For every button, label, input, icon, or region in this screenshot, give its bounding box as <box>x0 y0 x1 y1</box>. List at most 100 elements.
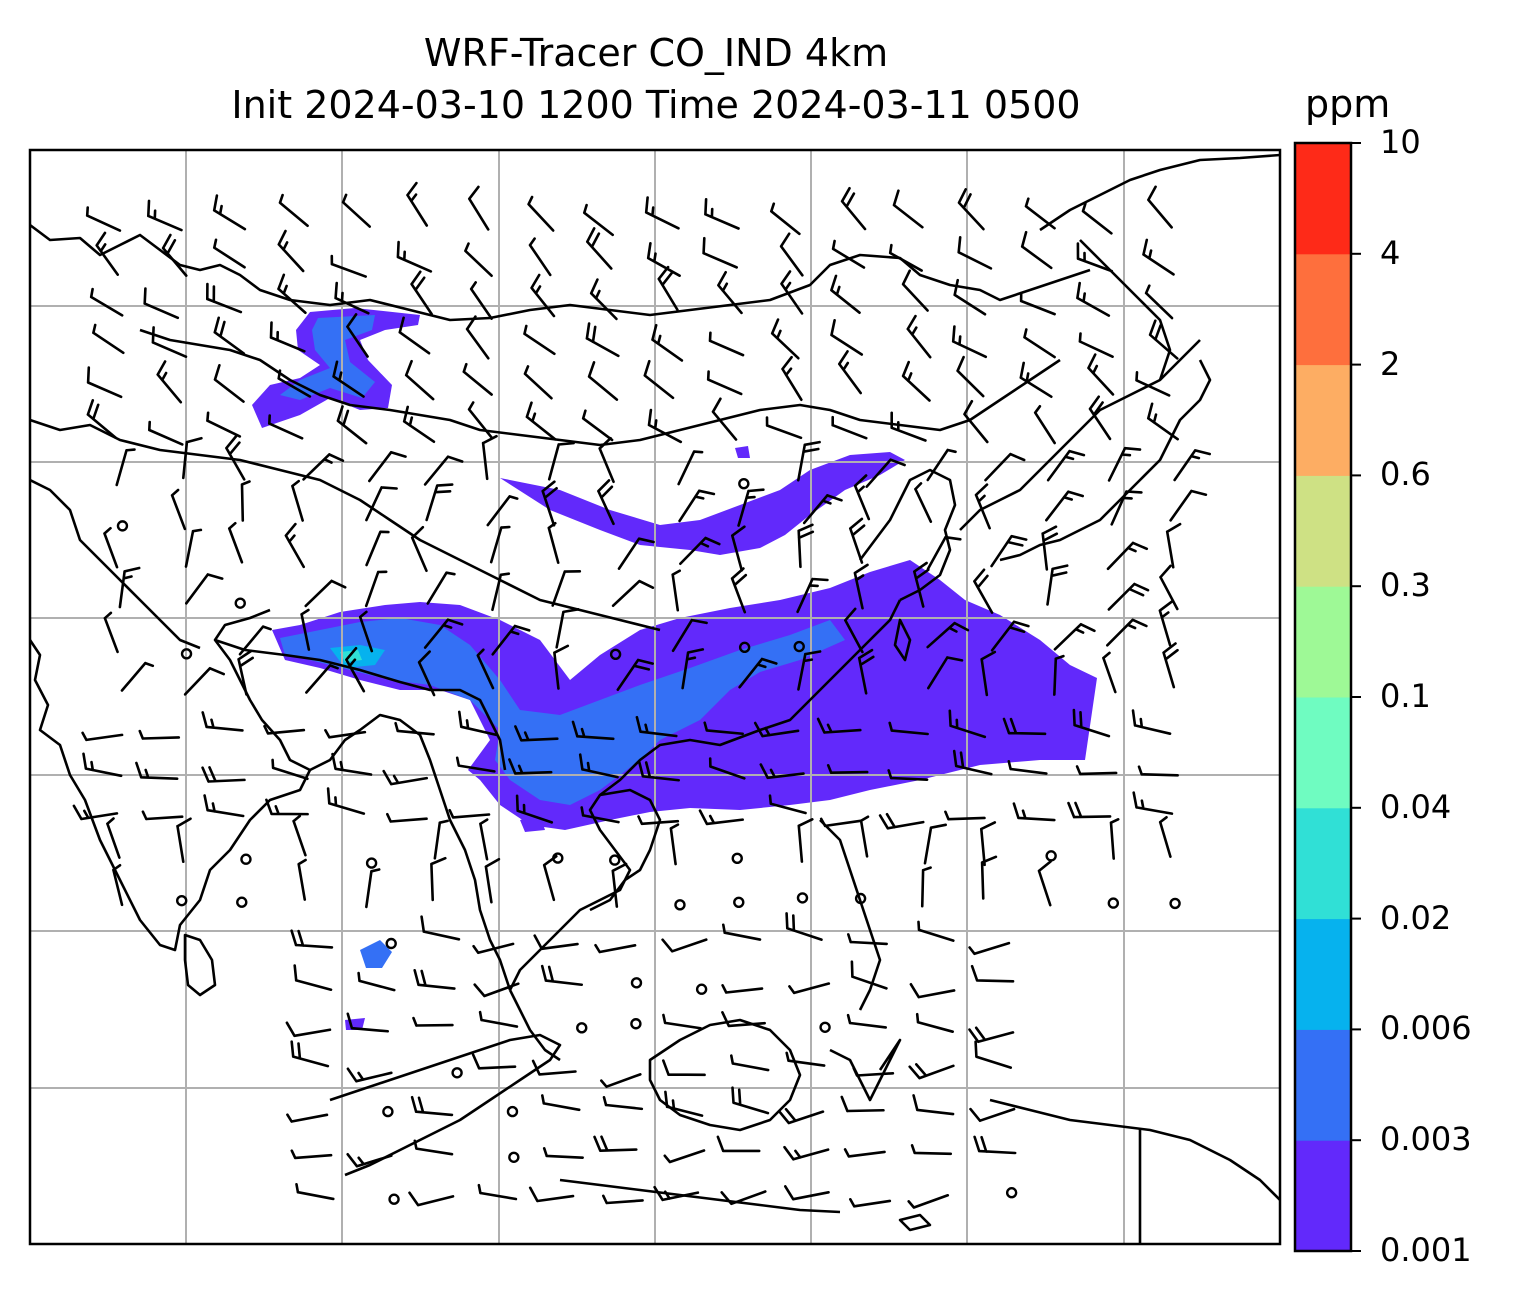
wind-barb <box>1046 449 1086 482</box>
wind-barb <box>464 242 493 278</box>
wind-barb <box>730 567 748 614</box>
wind-barb <box>238 625 272 656</box>
wind-barb <box>95 231 120 276</box>
wind-barb <box>332 360 365 398</box>
wind-barb <box>616 658 654 692</box>
wind-barb <box>1045 490 1084 522</box>
wind-barb <box>277 273 307 315</box>
wind-barb <box>711 397 738 441</box>
wind-barb <box>779 232 804 277</box>
wind-barb <box>768 794 807 815</box>
wind-barb <box>1002 717 1047 736</box>
wind-barb <box>412 1016 454 1027</box>
wind-barb <box>297 858 307 901</box>
wind-barb <box>284 522 306 569</box>
wind-barb <box>525 401 557 441</box>
wind-barb <box>346 1067 393 1083</box>
wind-barb <box>816 717 862 734</box>
wind-barb <box>850 960 888 990</box>
colorbar-segment <box>1295 807 1351 920</box>
wind-barb <box>1020 230 1053 270</box>
colorbar-segment <box>1295 253 1351 366</box>
wind-barb <box>753 721 800 738</box>
wind-barb <box>788 982 831 995</box>
wind-barb <box>1046 564 1069 606</box>
colorbar-segment <box>1295 697 1351 809</box>
calm-wind-marker <box>819 1021 831 1033</box>
wind-barb <box>1078 332 1114 358</box>
colorbar-segment <box>1295 918 1351 1030</box>
wind-barb <box>410 1095 454 1117</box>
wind-barb <box>1148 319 1179 360</box>
wind-barb <box>926 448 957 482</box>
wind-barb <box>1076 242 1114 273</box>
colorbar-segment <box>1295 1029 1351 1141</box>
wind-barb <box>426 571 456 605</box>
calm-wind-marker <box>576 1022 588 1034</box>
wind-barb <box>467 401 493 439</box>
wind-barb <box>213 364 245 403</box>
colorbar-tick-label: 0.1 <box>1380 677 1431 715</box>
wind-barb <box>984 452 1026 482</box>
colorbar <box>1295 142 1361 1252</box>
wind-barb <box>797 523 815 569</box>
wind-barb <box>831 239 866 269</box>
wind-barb <box>345 647 366 693</box>
colorbar-segment <box>1295 475 1351 587</box>
wind-barb <box>721 1011 766 1028</box>
coast-timor <box>898 1213 932 1232</box>
wind-barb <box>472 942 515 954</box>
wind-barb <box>598 436 615 484</box>
wind-barb <box>141 810 184 821</box>
wind-barb <box>358 610 374 653</box>
wind-barb <box>417 650 436 697</box>
wind-barb <box>647 408 683 444</box>
wind-barb <box>664 1090 704 1117</box>
wind-barb <box>974 1040 1013 1069</box>
calm-wind-marker <box>609 854 621 866</box>
colorbar-segment <box>1295 364 1351 476</box>
wind-barb <box>759 763 805 780</box>
calm-wind-marker <box>609 648 622 660</box>
wind-barb <box>515 794 554 824</box>
wind-barb <box>721 984 764 994</box>
wind-barb <box>849 1198 892 1208</box>
coast-philippines <box>819 819 882 1011</box>
wind-barb <box>290 1149 333 1160</box>
wind-barb <box>106 817 121 859</box>
wind-barb <box>892 189 924 229</box>
wind-barb <box>593 1135 638 1152</box>
wind-barb <box>183 667 225 696</box>
wind-barb <box>295 1183 335 1201</box>
wind-barb <box>331 752 373 776</box>
wind-barb <box>797 440 821 482</box>
wind-barb <box>530 273 556 318</box>
wind-barb <box>228 521 244 564</box>
calm-wind-marker <box>1005 1187 1018 1199</box>
wind-barb <box>730 1054 770 1072</box>
wind-barb <box>542 855 558 902</box>
wind-barb <box>1076 281 1111 317</box>
wind-barb <box>293 964 333 991</box>
wind-barb <box>184 528 203 568</box>
wind-barb <box>103 526 119 569</box>
wind-barb <box>1159 564 1179 611</box>
wind-barb <box>702 236 738 269</box>
wind-barb <box>968 1026 1015 1043</box>
wind-barb <box>912 1094 955 1116</box>
wind-barb <box>553 644 570 690</box>
wind-barb <box>413 969 456 990</box>
plume-central <box>500 452 905 555</box>
wind-barb <box>826 764 869 774</box>
wind-barb <box>489 525 511 564</box>
calm-wind-marker <box>508 1151 520 1163</box>
wind-barb <box>1173 449 1211 482</box>
wind-barb <box>225 435 246 481</box>
wind-barb <box>147 199 183 232</box>
wind-barb <box>1012 802 1056 822</box>
wind-barb <box>717 270 743 315</box>
wind-barb <box>398 316 431 355</box>
wind-barb <box>578 753 619 779</box>
wind-barb <box>1023 328 1056 359</box>
wind-barb <box>471 1053 517 1070</box>
